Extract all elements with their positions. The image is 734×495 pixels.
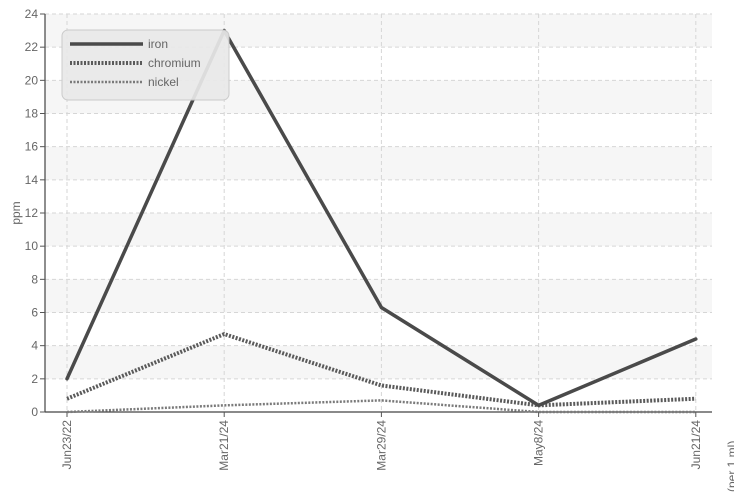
x-tick-label: Mar29/24 (374, 420, 388, 471)
y-tick-label: 6 (31, 306, 38, 320)
y-tick-label: 8 (31, 272, 38, 286)
y-axis-title: ppm (9, 201, 23, 224)
y-tick-label: 0 (31, 405, 38, 419)
legend-box (61, 29, 230, 101)
x-tick-label: May8/24 (532, 420, 546, 466)
grid-band (45, 213, 712, 247)
y-tick-label: 24 (25, 7, 39, 21)
y-tick-label: 4 (31, 339, 38, 353)
x-axis-ticks: Jun23/22 Mar21/24 Mar29/24 May8/24 Jun21/24 (60, 412, 703, 471)
x-tick-label: Mar21/24 (217, 420, 231, 471)
y-tick-label: 22 (25, 40, 39, 54)
x-tick-label: Jun21/24 (689, 420, 703, 470)
x-tick-label: Jun23/22 (60, 420, 74, 470)
series-line-chromium (66, 332, 696, 408)
y-tick-label: 20 (25, 73, 39, 87)
legend-label-chromium: chromium (148, 56, 201, 70)
grid-band (45, 279, 712, 313)
legend-label-nickel: nickel (148, 75, 179, 89)
y-tick-label: 12 (25, 206, 39, 220)
y-tick-label: 10 (25, 239, 39, 253)
legend[interactable]: iron chromium nickel (61, 29, 230, 101)
y-tick-label: 18 (25, 107, 39, 121)
y-tick-label: 16 (25, 140, 39, 154)
y-tick-label: 2 (31, 372, 38, 386)
x-axis-cut-title: (per 1 ml) (725, 441, 734, 492)
legend-label-iron: iron (148, 37, 168, 51)
grid-band (45, 146, 712, 180)
y-tick-label: 14 (25, 173, 39, 187)
